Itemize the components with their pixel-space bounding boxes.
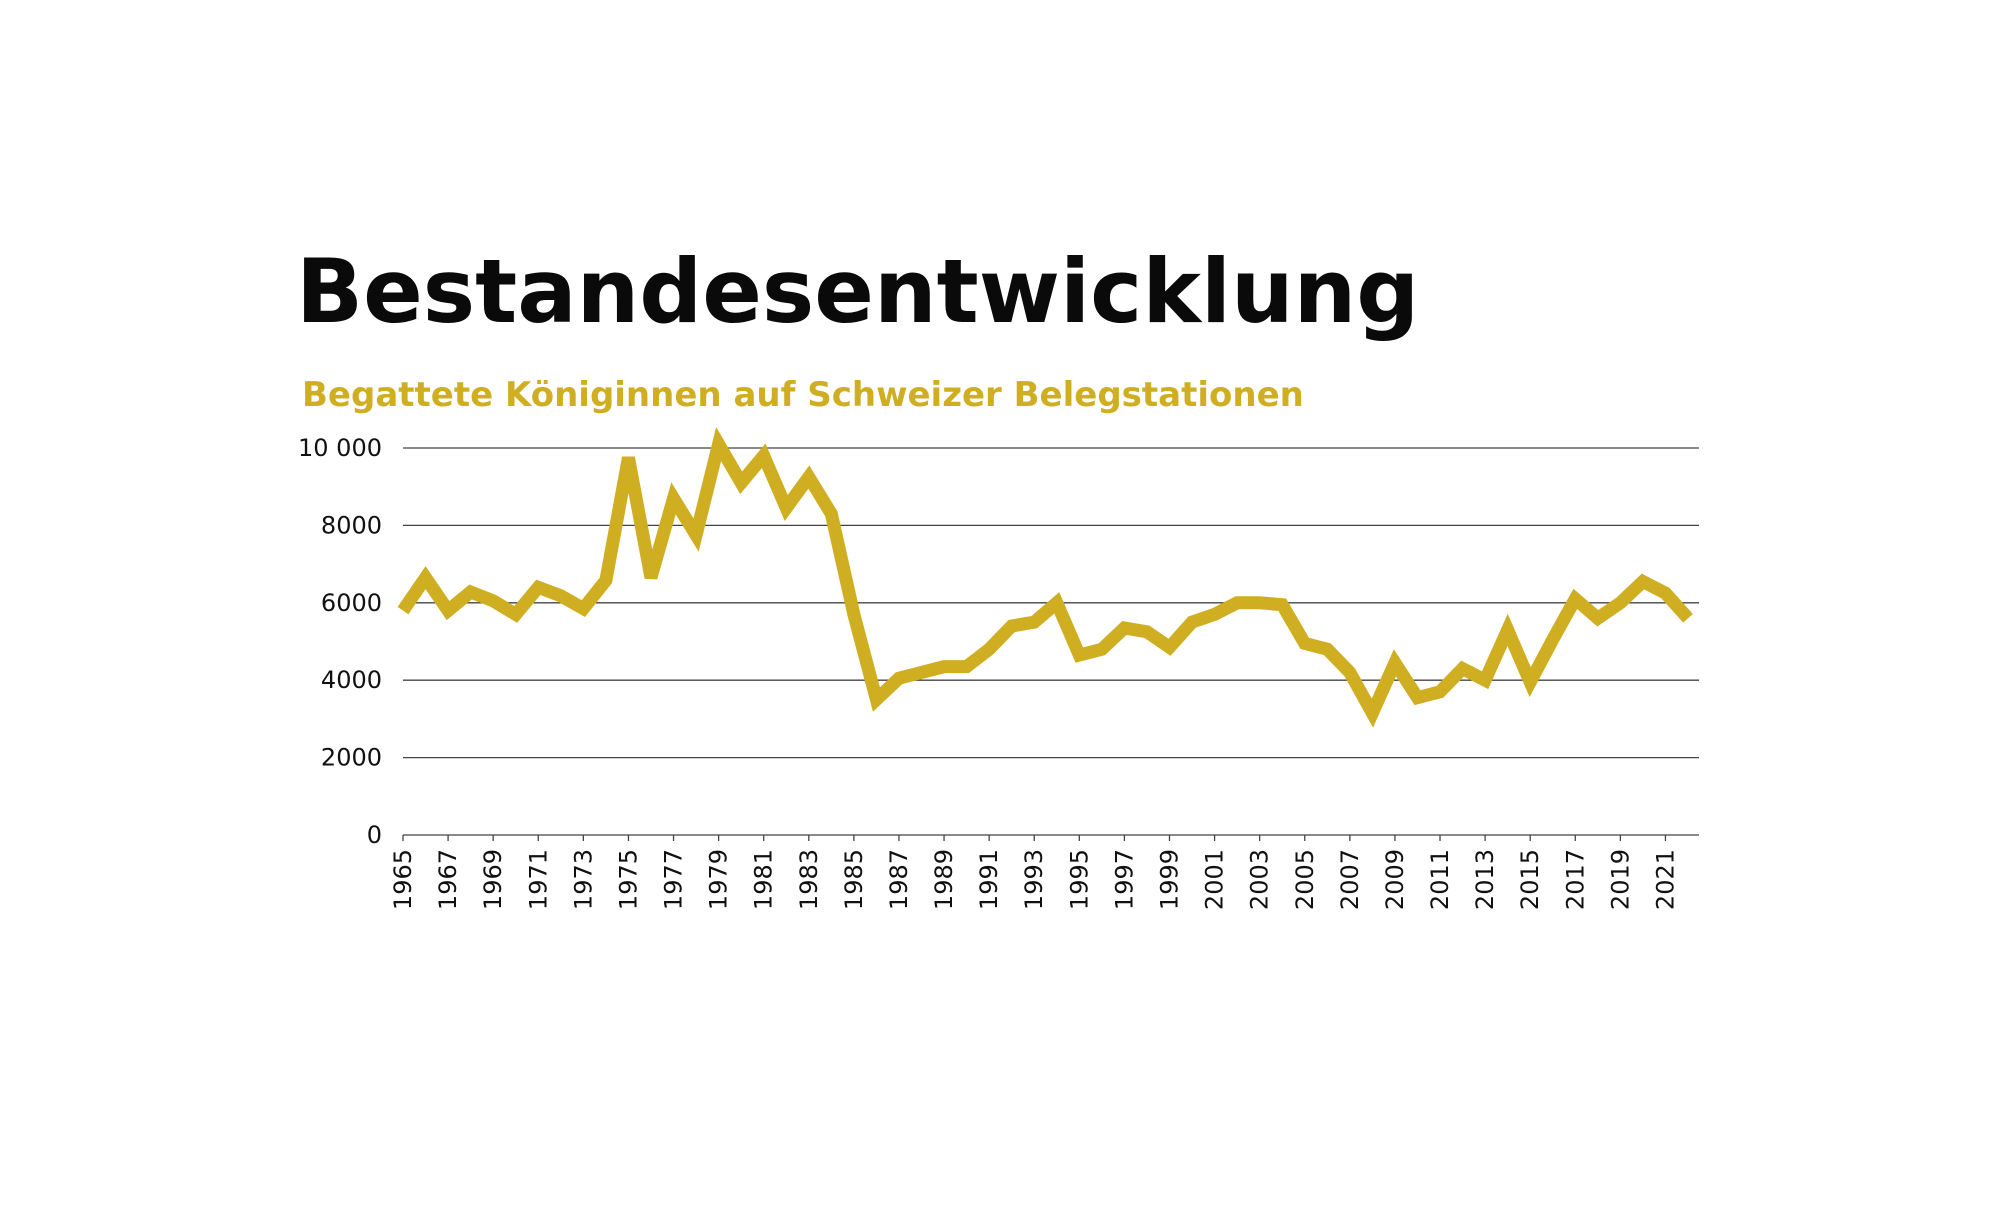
x-tick-label: 2017 bbox=[1561, 849, 1589, 910]
x-tick-label: 2021 bbox=[1651, 849, 1679, 910]
x-tick-label: 1977 bbox=[660, 849, 688, 910]
y-tick-label: 8000 bbox=[321, 511, 382, 539]
x-tick-label: 2007 bbox=[1336, 849, 1364, 910]
x-tick-label: 1981 bbox=[750, 849, 778, 910]
x-tick-label: 1997 bbox=[1110, 849, 1138, 910]
x-tick-label: 1975 bbox=[614, 849, 642, 910]
x-tick-label: 2015 bbox=[1516, 849, 1544, 910]
chart-title: Bestandesentwicklung bbox=[296, 240, 1419, 343]
x-tick-label: 2003 bbox=[1246, 849, 1274, 910]
x-tick-label: 1985 bbox=[840, 849, 868, 910]
x-tick-label: 2005 bbox=[1291, 849, 1319, 910]
y-tick-label: 10 000 bbox=[298, 434, 382, 462]
x-tick-label: 2009 bbox=[1381, 849, 1409, 910]
x-tick-label: 1995 bbox=[1065, 849, 1093, 910]
data-line bbox=[397, 427, 1693, 728]
x-tick-label: 1973 bbox=[569, 849, 597, 910]
x-tick-label: 1987 bbox=[885, 849, 913, 910]
x-tick-label: 1971 bbox=[524, 849, 552, 910]
x-tick-label: 1967 bbox=[434, 849, 462, 910]
y-tick-label: 6000 bbox=[321, 589, 382, 617]
y-tick-label: 2000 bbox=[321, 744, 382, 772]
x-tick-label: 1993 bbox=[1020, 849, 1048, 910]
x-tick-label: 2011 bbox=[1426, 849, 1454, 910]
x-tick-label: 2001 bbox=[1201, 849, 1229, 910]
x-tick-label: 1969 bbox=[479, 849, 507, 910]
x-tick-label: 1989 bbox=[930, 849, 958, 910]
x-tick-label: 2019 bbox=[1606, 849, 1634, 910]
x-tick-label: 1991 bbox=[975, 849, 1003, 910]
x-tick-label: 1979 bbox=[705, 849, 733, 910]
chart-subtitle: Begattete Königinnen auf Schweizer Beleg… bbox=[302, 375, 1304, 415]
x-tick-label: 1999 bbox=[1155, 849, 1183, 910]
x-tick-label: 1965 bbox=[389, 849, 417, 910]
x-tick-label: 2013 bbox=[1471, 849, 1499, 910]
x-tick-label: 1983 bbox=[795, 849, 823, 910]
y-tick-label: 4000 bbox=[321, 666, 382, 694]
y-tick-label: 0 bbox=[367, 821, 382, 849]
